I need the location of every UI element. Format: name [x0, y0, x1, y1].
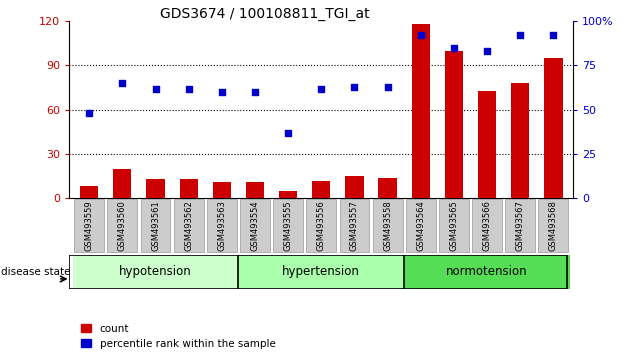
FancyBboxPatch shape [72, 255, 238, 289]
Point [515, 33, 525, 38]
Point [449, 45, 459, 51]
Bar [180, 179, 198, 198]
FancyBboxPatch shape [238, 255, 404, 289]
Text: GSM493557: GSM493557 [350, 200, 359, 251]
Bar [544, 58, 563, 198]
Text: GSM493560: GSM493560 [118, 200, 127, 251]
Text: GSM493559: GSM493559 [84, 200, 94, 251]
Bar [411, 24, 430, 198]
Bar [511, 83, 529, 198]
Text: GDS3674 / 100108811_TGI_at: GDS3674 / 100108811_TGI_at [160, 7, 369, 21]
FancyBboxPatch shape [108, 199, 137, 252]
Bar [345, 176, 364, 198]
FancyBboxPatch shape [406, 199, 436, 252]
Text: disease state: disease state [1, 267, 71, 277]
FancyBboxPatch shape [505, 199, 535, 252]
Text: GSM493564: GSM493564 [416, 200, 425, 251]
Text: GSM493565: GSM493565 [449, 200, 459, 251]
Text: GSM493558: GSM493558 [383, 200, 392, 251]
Bar [379, 178, 397, 198]
FancyBboxPatch shape [404, 255, 570, 289]
Bar [246, 182, 264, 198]
Bar [146, 179, 164, 198]
Text: GSM493567: GSM493567 [516, 200, 525, 251]
Text: GSM493555: GSM493555 [284, 200, 293, 251]
Point [183, 86, 193, 91]
FancyBboxPatch shape [340, 199, 369, 252]
Point [316, 86, 326, 91]
Bar [478, 91, 496, 198]
Bar [445, 51, 463, 198]
Text: GSM493563: GSM493563 [217, 200, 226, 251]
Point [350, 84, 360, 90]
Text: GSM493568: GSM493568 [549, 200, 558, 251]
Point [250, 89, 260, 95]
FancyBboxPatch shape [273, 199, 303, 252]
Point [283, 130, 293, 136]
Point [416, 33, 426, 38]
FancyBboxPatch shape [240, 199, 270, 252]
Text: GSM493556: GSM493556 [317, 200, 326, 251]
FancyBboxPatch shape [472, 199, 502, 252]
Bar [312, 181, 330, 198]
FancyBboxPatch shape [140, 199, 171, 252]
Point [117, 80, 127, 86]
Point [482, 48, 492, 54]
FancyBboxPatch shape [539, 199, 568, 252]
Text: normotension: normotension [446, 265, 528, 278]
Point [382, 84, 392, 90]
Bar [279, 191, 297, 198]
FancyBboxPatch shape [174, 199, 203, 252]
Text: GSM493554: GSM493554 [251, 200, 260, 251]
Point [151, 86, 161, 91]
FancyBboxPatch shape [74, 199, 104, 252]
Point [217, 89, 227, 95]
Point [84, 110, 94, 116]
FancyBboxPatch shape [439, 199, 469, 252]
Text: hypertension: hypertension [282, 265, 360, 278]
Point [548, 33, 558, 38]
Bar [80, 187, 98, 198]
FancyBboxPatch shape [207, 199, 237, 252]
Bar [213, 182, 231, 198]
Text: hypotension: hypotension [119, 265, 192, 278]
Text: GSM493561: GSM493561 [151, 200, 160, 251]
FancyBboxPatch shape [306, 199, 336, 252]
Bar [113, 169, 132, 198]
Legend: count, percentile rank within the sample: count, percentile rank within the sample [81, 324, 275, 349]
FancyBboxPatch shape [373, 199, 403, 252]
Text: GSM493566: GSM493566 [483, 200, 491, 251]
Text: GSM493562: GSM493562 [184, 200, 193, 251]
